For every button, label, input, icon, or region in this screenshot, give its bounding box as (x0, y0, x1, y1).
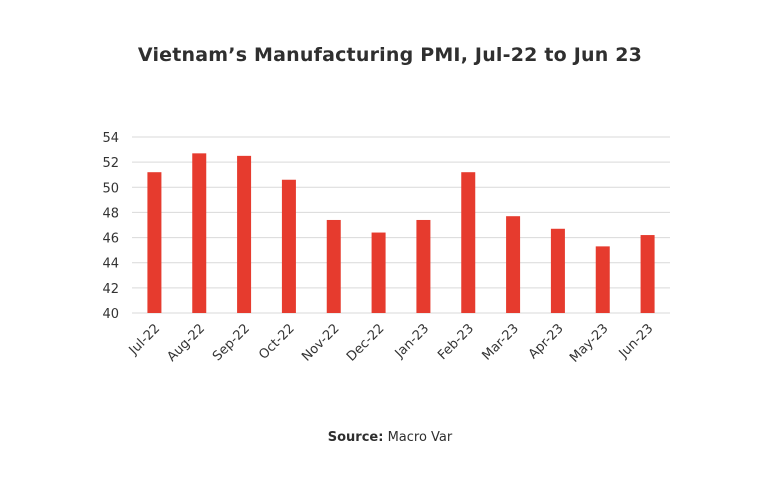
y-axis-ticks: 40 42 44 46 48 50 52 54 (102, 131, 119, 322)
y-tick-label: 40 (102, 307, 119, 322)
x-tick-label: Dec-22 (344, 321, 387, 364)
bars (147, 153, 655, 313)
source-value: Macro Var (383, 430, 453, 445)
x-tick-label: Oct-22 (256, 321, 298, 363)
bar-May-23 (595, 246, 610, 313)
x-tick-label: Jan-23 (392, 321, 433, 362)
chart-title: Vietnam’s Manufacturing PMI, Jul-22 to J… (137, 44, 643, 66)
x-tick-label: Jun-23 (616, 321, 657, 362)
x-tick-label: Nov-22 (299, 321, 342, 364)
bar-Oct-22 (281, 179, 296, 313)
y-tick-label: 42 (102, 282, 119, 297)
x-axis-ticks: Jul-22 Aug-22 Sep-22 Oct-22 Nov-22 Dec-22 Jan-… (126, 321, 657, 365)
x-tick-label: Apr-23 (526, 321, 567, 362)
bar-Apr-23 (550, 228, 565, 313)
y-tick-label: 52 (102, 156, 119, 171)
bar-Feb-23 (461, 172, 476, 313)
x-tick-label: Jul-22 (126, 321, 163, 358)
y-tick-label: 48 (102, 206, 119, 221)
bar-Sep-22 (237, 155, 252, 313)
bar-Aug-22 (192, 153, 207, 313)
x-tick-label: Mar-23 (480, 321, 522, 363)
y-tick-label: 50 (102, 181, 119, 196)
bar-Jun-23 (640, 235, 655, 313)
source-note: Source: Macro Var (0, 430, 780, 445)
source-label: Source: (327, 430, 384, 445)
bar-Jul-22 (147, 172, 162, 313)
gridlines (132, 136, 670, 314)
bar-Jan-23 (416, 219, 431, 313)
x-tick-label: May-23 (567, 321, 611, 365)
y-tick-label: 44 (102, 257, 119, 272)
bar-Dec-22 (371, 232, 386, 313)
x-tick-label: Sep-22 (210, 321, 253, 364)
y-tick-label: 46 (102, 232, 119, 247)
x-tick-label: Feb-23 (435, 321, 477, 363)
y-tick-label: 54 (102, 131, 119, 146)
bar-Mar-23 (506, 216, 521, 313)
x-tick-label: Aug-22 (165, 321, 209, 365)
bar-Nov-22 (326, 219, 341, 313)
